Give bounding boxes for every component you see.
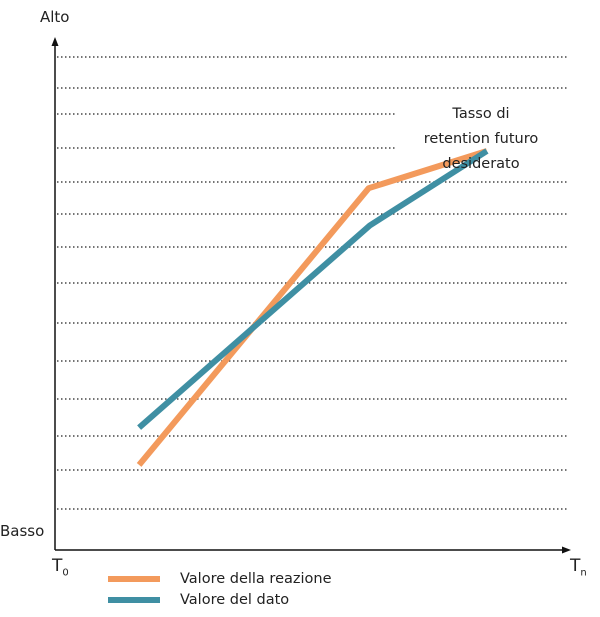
x-start-subscript: 0	[62, 567, 69, 579]
x-axis-start-label: T0	[52, 556, 69, 578]
series-lines	[136, 148, 489, 467]
annotation-line: desiderato	[442, 156, 520, 172]
series-line-dato	[137, 148, 489, 430]
annotation-line: retention futuro	[423, 131, 539, 147]
x-end-letter: T	[570, 556, 581, 576]
legend-label: Valore della reazione	[180, 570, 332, 587]
legend-swatch	[108, 596, 160, 603]
y-axis-top-label: Alto	[40, 8, 70, 26]
target-annotation: Tasso di retention futuro desiderato	[418, 102, 544, 177]
y-axis-bottom-label: Basso	[0, 522, 45, 540]
legend-swatch	[108, 575, 160, 582]
legend-item-dato: Valore del dato	[108, 589, 332, 610]
x-axis-arrow	[562, 546, 571, 554]
legend-item-reazione: Valore della reazione	[108, 568, 332, 589]
series-line-reazione	[136, 148, 488, 467]
annotation-line: Tasso di	[452, 106, 510, 122]
x-start-letter: T	[52, 556, 63, 576]
x-end-subscript: n	[580, 567, 587, 579]
legend: Valore della reazione Valore del dato	[108, 568, 332, 610]
y-axis-arrow	[51, 37, 59, 46]
legend-label: Valore del dato	[180, 591, 290, 608]
grid-lines	[57, 56, 567, 510]
axes	[51, 37, 571, 554]
x-axis-end-label: Tn	[570, 556, 587, 578]
